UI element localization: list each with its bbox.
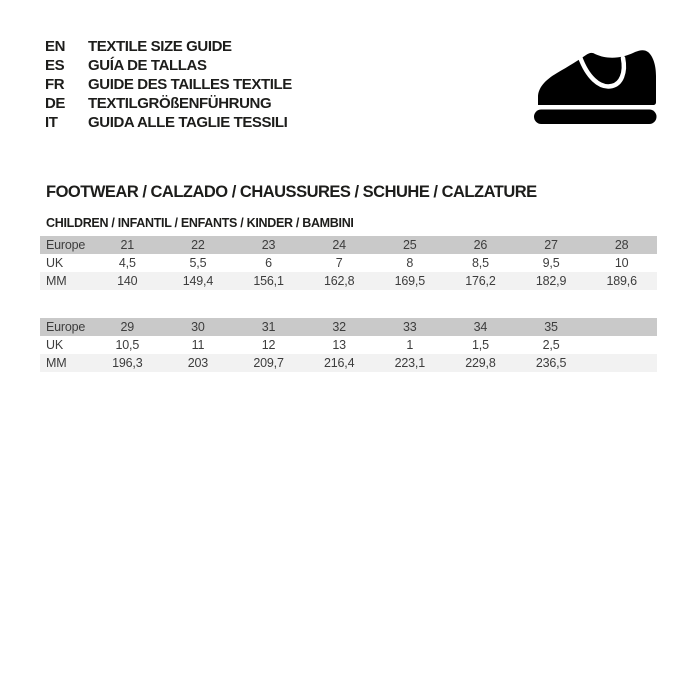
cell: 140 bbox=[92, 272, 163, 290]
row-label: Europe bbox=[40, 236, 92, 254]
cell: 25 bbox=[374, 236, 446, 254]
cell: 28 bbox=[586, 236, 657, 254]
row-label: UK bbox=[40, 336, 92, 354]
cell: 4,5 bbox=[92, 254, 163, 272]
cell: 7 bbox=[303, 254, 375, 272]
language-label: TEXTILE SIZE GUIDE bbox=[88, 38, 232, 55]
language-label: TEXTILGRÖßENFÜHRUNG bbox=[88, 95, 272, 112]
cell: 10 bbox=[586, 254, 657, 272]
cell: 2,5 bbox=[515, 336, 587, 354]
shoe-icon bbox=[534, 50, 657, 124]
cell: 216,4 bbox=[303, 354, 375, 372]
language-row-es: ES GUÍA DE TALLAS bbox=[45, 56, 292, 75]
cell: 34 bbox=[445, 318, 516, 336]
uk-row: UK 4,5 5,5 6 7 8 8,5 9,5 10 bbox=[40, 254, 657, 272]
section-title-footwear: FOOTWEAR / CALZADO / CHAUSSURES / SCHUHE… bbox=[46, 183, 537, 201]
language-code: IT bbox=[45, 114, 58, 131]
mm-row: MM 140 149,4 156,1 162,8 169,5 176,2 182… bbox=[40, 272, 657, 290]
cell: 12 bbox=[233, 336, 304, 354]
cell bbox=[586, 354, 657, 372]
language-row-fr: FR GUIDE DES TAILLES TEXTILE bbox=[45, 75, 292, 94]
cell: 22 bbox=[162, 236, 234, 254]
language-code: ES bbox=[45, 57, 65, 74]
language-code: FR bbox=[45, 76, 65, 93]
language-code: DE bbox=[45, 95, 66, 112]
children-size-table-2: Europe 29 30 31 32 33 34 35 UK 10,5 11 1… bbox=[40, 318, 657, 372]
language-list: EN TEXTILE SIZE GUIDE ES GUÍA DE TALLAS … bbox=[45, 37, 292, 132]
row-label: MM bbox=[40, 354, 92, 372]
europe-row: Europe 29 30 31 32 33 34 35 bbox=[40, 318, 657, 336]
cell: 31 bbox=[233, 318, 304, 336]
row-label: MM bbox=[40, 272, 92, 290]
language-label: GUÍA DE TALLAS bbox=[88, 57, 207, 74]
cell bbox=[586, 318, 657, 336]
cell: 23 bbox=[233, 236, 304, 254]
cell: 33 bbox=[374, 318, 446, 336]
cell: 162,8 bbox=[303, 272, 375, 290]
cell: 229,8 bbox=[445, 354, 516, 372]
cell: 156,1 bbox=[233, 272, 304, 290]
cell: 176,2 bbox=[445, 272, 516, 290]
cell: 203 bbox=[162, 354, 234, 372]
cell: 169,5 bbox=[374, 272, 446, 290]
cell: 236,5 bbox=[515, 354, 587, 372]
cell: 30 bbox=[162, 318, 234, 336]
cell: 189,6 bbox=[586, 272, 657, 290]
cell: 24 bbox=[303, 236, 375, 254]
children-size-table-1: Europe 21 22 23 24 25 26 27 28 UK 4,5 5,… bbox=[40, 236, 657, 290]
section-subtitle-children: CHILDREN / INFANTIL / ENFANTS / KINDER /… bbox=[46, 216, 354, 230]
europe-row: Europe 21 22 23 24 25 26 27 28 bbox=[40, 236, 657, 254]
cell: 196,3 bbox=[92, 354, 163, 372]
language-label: GUIDA ALLE TAGLIE TESSILI bbox=[88, 114, 288, 131]
cell: 10,5 bbox=[92, 336, 163, 354]
cell: 27 bbox=[515, 236, 587, 254]
language-row-en: EN TEXTILE SIZE GUIDE bbox=[45, 37, 292, 56]
language-row-de: DE TEXTILGRÖßENFÜHRUNG bbox=[45, 94, 292, 113]
cell: 223,1 bbox=[374, 354, 446, 372]
cell: 209,7 bbox=[233, 354, 304, 372]
cell: 182,9 bbox=[515, 272, 587, 290]
cell: 8 bbox=[374, 254, 446, 272]
language-row-it: IT GUIDA ALLE TAGLIE TESSILI bbox=[45, 113, 292, 132]
cell: 6 bbox=[233, 254, 304, 272]
cell: 149,4 bbox=[162, 272, 234, 290]
language-label: GUIDE DES TAILLES TEXTILE bbox=[88, 76, 292, 93]
cell: 35 bbox=[515, 318, 587, 336]
cell: 21 bbox=[92, 236, 163, 254]
language-code: EN bbox=[45, 38, 66, 55]
cell: 9,5 bbox=[515, 254, 587, 272]
cell: 8,5 bbox=[445, 254, 516, 272]
cell: 11 bbox=[162, 336, 234, 354]
row-label: UK bbox=[40, 254, 92, 272]
cell: 5,5 bbox=[162, 254, 234, 272]
cell: 1,5 bbox=[445, 336, 516, 354]
uk-row: UK 10,5 11 12 13 1 1,5 2,5 bbox=[40, 336, 657, 354]
cell bbox=[586, 336, 657, 354]
cell: 29 bbox=[92, 318, 163, 336]
cell: 26 bbox=[445, 236, 516, 254]
row-label: Europe bbox=[40, 318, 92, 336]
mm-row: MM 196,3 203 209,7 216,4 223,1 229,8 236… bbox=[40, 354, 657, 372]
cell: 1 bbox=[374, 336, 446, 354]
cell: 32 bbox=[303, 318, 375, 336]
cell: 13 bbox=[303, 336, 375, 354]
